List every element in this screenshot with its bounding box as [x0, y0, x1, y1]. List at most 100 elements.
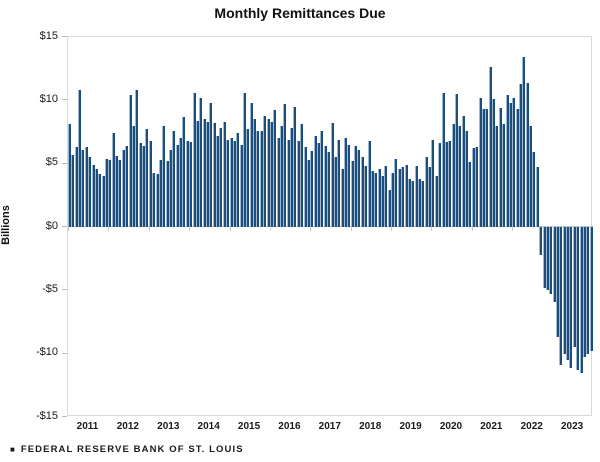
bar	[239, 144, 243, 227]
bar	[212, 123, 216, 227]
bar	[582, 227, 586, 358]
bar	[465, 130, 469, 227]
bar	[283, 104, 287, 227]
bar	[414, 166, 418, 227]
year-label: 2019	[399, 421, 422, 432]
y-tick-label: $0	[45, 219, 58, 232]
bar	[185, 140, 189, 227]
bar	[135, 90, 139, 227]
bar	[555, 227, 559, 338]
bar	[165, 161, 169, 227]
y-tick-label: -$5	[42, 282, 58, 295]
bar	[522, 57, 526, 227]
bar	[296, 140, 300, 227]
year-tick-mark	[350, 227, 352, 231]
y-tick-mark	[62, 289, 67, 291]
bar	[205, 121, 209, 227]
bar	[391, 172, 395, 227]
bar	[179, 138, 183, 227]
bar	[142, 145, 146, 227]
year-label: 2014	[197, 421, 220, 432]
bar	[475, 147, 479, 227]
bar	[404, 164, 408, 227]
y-tick-mark	[62, 99, 67, 101]
bar	[455, 94, 459, 227]
bar	[340, 168, 344, 227]
bar	[300, 124, 304, 227]
bar	[566, 227, 570, 360]
bar	[364, 166, 368, 227]
year-tick-mark	[552, 227, 554, 231]
bar	[219, 128, 223, 227]
bar	[263, 115, 267, 227]
bar	[576, 227, 580, 371]
bar	[84, 147, 88, 227]
year-tick-mark	[310, 227, 312, 231]
bar	[71, 154, 75, 227]
year-label: 2022	[520, 421, 543, 432]
y-tick-label: $10	[39, 92, 58, 105]
bar	[438, 143, 442, 227]
bar	[380, 176, 384, 227]
year-label: 2020	[439, 421, 463, 432]
bar	[518, 83, 522, 227]
bar	[148, 140, 152, 227]
bar	[202, 119, 206, 227]
y-tick-mark	[62, 226, 67, 227]
bar	[512, 97, 516, 227]
bar	[81, 149, 85, 227]
bar	[236, 133, 240, 227]
y-tick-mark	[62, 36, 67, 37]
bar	[559, 227, 563, 366]
bar	[195, 120, 199, 227]
bar	[441, 92, 445, 227]
bar	[108, 159, 112, 227]
bar	[529, 125, 533, 227]
bar	[280, 125, 284, 227]
bar	[78, 90, 82, 227]
bar	[397, 168, 401, 227]
bar	[273, 110, 277, 227]
bar	[343, 138, 347, 227]
bar	[121, 149, 125, 227]
bar	[172, 130, 176, 227]
bar	[451, 124, 455, 227]
y-tick-mark	[62, 416, 67, 417]
year-label: 2016	[278, 421, 301, 432]
bar	[471, 148, 475, 227]
bar	[313, 135, 317, 227]
bar	[128, 95, 132, 227]
bar	[253, 119, 257, 227]
year-tick-mark	[512, 227, 514, 231]
bar	[293, 106, 297, 227]
bar	[259, 130, 263, 227]
bar	[118, 159, 122, 227]
bar	[589, 227, 593, 352]
year-label: 2018	[359, 421, 382, 432]
bar	[357, 149, 361, 227]
year-label: 2015	[237, 421, 261, 432]
bar	[552, 227, 556, 302]
bar	[226, 139, 230, 227]
bar	[266, 119, 270, 227]
bar	[256, 130, 260, 227]
bar	[421, 181, 425, 227]
bar	[168, 149, 172, 227]
bar	[586, 227, 590, 354]
year-tick-mark	[148, 227, 150, 231]
year-label: 2021	[480, 421, 503, 432]
bar	[428, 167, 432, 227]
bar	[384, 166, 388, 227]
bar	[216, 135, 220, 227]
bar	[111, 133, 115, 227]
year-tick-mark	[229, 227, 231, 231]
bar	[192, 92, 196, 227]
bar	[508, 102, 512, 227]
year-label: 2011	[76, 421, 99, 432]
y-tick-label: -$10	[35, 346, 58, 359]
bar	[101, 176, 105, 227]
bar	[525, 82, 529, 227]
bar	[330, 123, 334, 227]
bar	[306, 159, 310, 227]
chart-title: Monthly Remittances Due	[214, 5, 386, 21]
